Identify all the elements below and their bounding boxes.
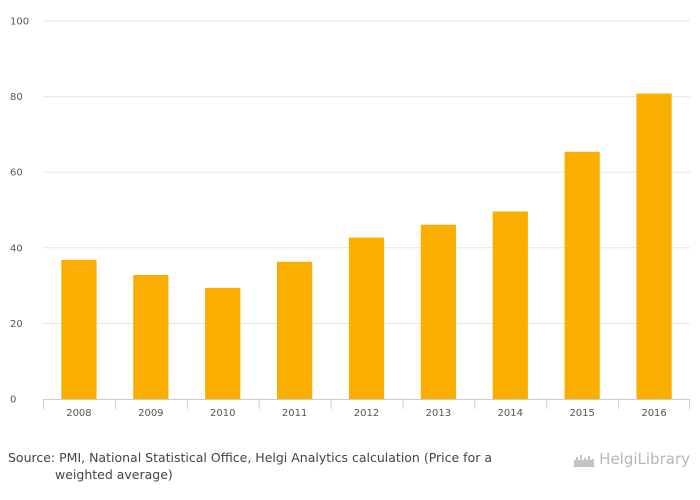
x-tick-label: 2016 [641, 408, 666, 419]
source-line-2: weighted average) [55, 467, 173, 482]
y-tick-label: 0 [10, 395, 16, 406]
x-tick-label: 2015 [569, 408, 594, 419]
helgi-library-logo[interactable]: HelgiLibrary [573, 450, 690, 468]
x-tick-label: 2014 [498, 408, 523, 419]
bars [61, 93, 672, 400]
y-tick-labels: 0 20 40 60 80 100 [10, 17, 29, 406]
x-tick-label: 2010 [210, 408, 235, 419]
bar-2008[interactable] [61, 259, 97, 399]
y-tick-label: 80 [10, 92, 23, 103]
y-tick-label: 60 [10, 168, 23, 179]
x-tick-label: 2013 [426, 408, 451, 419]
bar-2009[interactable] [133, 275, 169, 399]
x-tick-label: 2009 [138, 408, 163, 419]
bar-2015[interactable] [564, 151, 600, 399]
bar-2014[interactable] [492, 211, 528, 399]
helgi-skyline-icon [573, 455, 596, 467]
bar-2013[interactable] [420, 224, 457, 399]
bar-2012[interactable] [348, 237, 385, 399]
bar-2010[interactable] [205, 287, 241, 399]
axes [43, 399, 690, 409]
source-line-1: Source: PMI, National Statistical Office… [8, 450, 492, 465]
x-tick-label: 2008 [66, 408, 91, 419]
bar-2016[interactable] [636, 93, 672, 400]
y-tick-label: 20 [10, 319, 23, 330]
source-note: Source: PMI, National Statistical Office… [8, 449, 528, 483]
y-tick-label: 100 [10, 17, 29, 28]
x-tick-label: 2011 [282, 408, 307, 419]
x-tick-label: 2012 [354, 408, 379, 419]
logo-text: HelgiLibrary [599, 450, 690, 468]
bar-chart: 0 20 40 60 80 100 2008 2009 2010 2011 2012 2013 201… [10, 17, 690, 419]
x-tick-labels: 2008 2009 2010 2011 2012 2013 2014 2015 2016 [66, 408, 667, 419]
bar-2011[interactable] [276, 261, 313, 399]
y-tick-label: 40 [10, 243, 23, 254]
